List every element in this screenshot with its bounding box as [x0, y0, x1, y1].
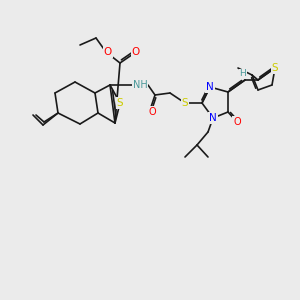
- Text: O: O: [233, 117, 241, 127]
- Text: O: O: [104, 47, 112, 57]
- Text: N: N: [206, 82, 214, 92]
- Text: O: O: [148, 107, 156, 117]
- Text: S: S: [182, 98, 188, 108]
- Text: S: S: [272, 63, 278, 73]
- Text: O: O: [132, 47, 140, 57]
- Text: S: S: [117, 98, 123, 108]
- Text: NH: NH: [133, 80, 147, 90]
- Text: N: N: [209, 113, 217, 123]
- Text: H: H: [240, 70, 246, 79]
